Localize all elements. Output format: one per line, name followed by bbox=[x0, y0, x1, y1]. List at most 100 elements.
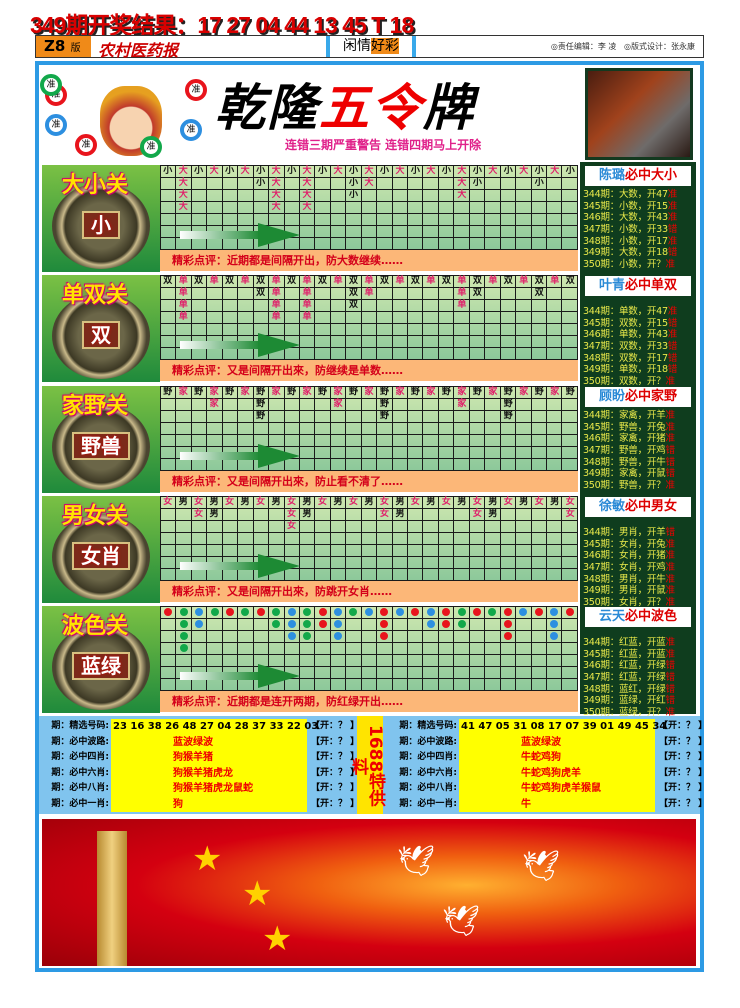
celebration-banner-image: ★ ★ ★ 🕊 🕊 🕊 bbox=[42, 819, 696, 966]
grid-cell bbox=[159, 654, 177, 667]
section-badge: 女肖 男女关 bbox=[42, 496, 160, 603]
prediction-text: 349期：蓝绿，开红 bbox=[583, 695, 666, 707]
section-title: 单双关 bbox=[62, 283, 129, 308]
history-column: 女 bbox=[441, 497, 451, 507]
pick-value-cell: 牛 bbox=[459, 796, 655, 812]
grid-cell bbox=[268, 630, 285, 643]
grid-cell bbox=[159, 642, 177, 655]
history-column: 双双 bbox=[534, 276, 544, 298]
prediction-text: 348期：野兽，开牛 bbox=[583, 456, 666, 468]
pick-open-result: 【开：？ 】 bbox=[311, 798, 360, 809]
prediction-row: 349期：家禽，开鼠错 bbox=[580, 468, 696, 480]
grid-cell bbox=[468, 618, 486, 631]
prediction-mark: 准 bbox=[665, 410, 675, 421]
history-column: 大大大 bbox=[457, 166, 467, 200]
prediction-row: 347期：双数，开33错 bbox=[580, 341, 696, 353]
prediction-row: 350期：蓝绿，开？准 bbox=[580, 707, 696, 719]
grid-cell bbox=[298, 666, 316, 679]
title-part-a: 乾隆 bbox=[215, 79, 319, 137]
prediction-row: 345期：小数，开15准 bbox=[580, 201, 696, 213]
section-badge: 双 单双关 bbox=[42, 275, 160, 382]
history-column: 女女 bbox=[472, 497, 482, 519]
pick-value: 狗猴羊猪 bbox=[173, 752, 213, 763]
coin-icon: 蓝绿 bbox=[52, 624, 150, 710]
grid-cell bbox=[530, 606, 547, 619]
history-column: 野 bbox=[472, 387, 482, 397]
predictor-title: 云天必中波色 bbox=[585, 607, 691, 627]
pick-label: 期：必中六肖: bbox=[399, 767, 457, 778]
predictor-block: 云天必中波色 344期：红蓝，开蓝准 345期：红蓝，开蓝准 346期：红蓝，开绿错 3… bbox=[580, 605, 696, 719]
section-comment: 精彩点评：又是间隔开出來，防跳开女肖…… bbox=[160, 581, 578, 602]
dove-icon: 🕊 bbox=[442, 904, 481, 939]
grid-cell bbox=[515, 666, 532, 679]
grid-cell bbox=[515, 654, 532, 667]
grid-cell bbox=[499, 642, 517, 655]
history-column: 女女 bbox=[379, 497, 389, 519]
prediction-mark: 错 bbox=[665, 695, 675, 707]
pick-label: 期：精选号码: bbox=[399, 721, 457, 731]
grid-cell bbox=[499, 630, 517, 643]
grid-cell bbox=[329, 606, 347, 619]
history-column: 男男 bbox=[488, 497, 498, 519]
color-ball-mark bbox=[411, 608, 420, 616]
predictor-title: 叶青必中单双 bbox=[585, 276, 691, 296]
prediction-mark: 准 bbox=[665, 585, 675, 597]
grid-cell bbox=[345, 666, 362, 679]
prediction-row: 349期：男肖，开鼠准 bbox=[580, 585, 696, 597]
grid-cell bbox=[376, 666, 393, 679]
pick-label: 期：必中一肖: bbox=[399, 798, 457, 809]
grid-cell bbox=[206, 642, 223, 655]
history-column: 家 bbox=[488, 387, 498, 397]
prediction-row: 347期：女肖，开鸡准 bbox=[580, 562, 696, 574]
pick-label: 期：必中四肖: bbox=[399, 752, 457, 762]
history-column: 双双双 bbox=[348, 276, 358, 310]
grid-cell bbox=[345, 606, 362, 619]
grid-cell bbox=[298, 678, 316, 691]
grid-cell bbox=[561, 666, 578, 679]
color-ball-mark bbox=[550, 632, 559, 640]
grid-cell bbox=[298, 630, 316, 643]
color-ball-mark bbox=[195, 608, 204, 616]
grid-cell bbox=[468, 654, 486, 667]
grid-cell bbox=[360, 630, 378, 643]
grid-cell bbox=[515, 678, 532, 691]
picks-tables: 1688特供料 期：精选号码: 23 16 38 26 48 27 04 28 3… bbox=[39, 716, 707, 814]
history-column: 大大大大 bbox=[302, 166, 312, 212]
grid-cell bbox=[453, 666, 470, 679]
grid-cell bbox=[515, 606, 532, 619]
prediction-row: 350期：双数，开？准 bbox=[580, 376, 696, 388]
grid-cell bbox=[422, 618, 439, 631]
grid-row bbox=[159, 654, 578, 667]
history-column: 单 bbox=[550, 276, 560, 286]
history-column: 小 bbox=[318, 166, 328, 176]
grid-cell bbox=[268, 642, 285, 655]
history-column: 男 bbox=[550, 497, 560, 507]
grid-cell bbox=[406, 630, 424, 643]
lucky-ball-icon: 准 bbox=[140, 136, 162, 158]
predictor-topic: 必中家野 bbox=[625, 389, 678, 404]
history-column: 野 bbox=[441, 387, 451, 397]
section-comment: 精彩点评：又是间隔开出來，防止看不清了…… bbox=[160, 471, 578, 492]
history-column: 双 bbox=[318, 276, 328, 286]
pick-label: 期：必中一肖: bbox=[51, 798, 109, 809]
history-column: 单单单单 bbox=[271, 276, 281, 322]
prediction-row: 344期：大数，开47准 bbox=[580, 189, 696, 201]
editor-credit: ◎责任编辑：李 凌 bbox=[550, 42, 617, 51]
prediction-mark: 准 bbox=[667, 212, 678, 224]
prediction-text: 349期：家禽，开鼠 bbox=[583, 468, 666, 480]
predictor-topic: 必中男女 bbox=[625, 499, 678, 514]
color-ball-mark bbox=[164, 608, 173, 616]
color-ball-mark bbox=[303, 620, 312, 628]
grid-cell bbox=[159, 618, 177, 631]
arrow-icon bbox=[180, 333, 300, 357]
prediction-mark: 准 bbox=[665, 259, 675, 271]
grid-cell bbox=[437, 654, 455, 667]
prediction-row: 345期：野兽，开兔准 bbox=[580, 422, 696, 434]
grid-cell bbox=[314, 618, 331, 631]
grid-cell bbox=[422, 606, 439, 619]
grid-cell bbox=[545, 654, 563, 667]
warning-text: 连错三期严重警告 连错四期马上开除 bbox=[285, 138, 482, 152]
color-ball-mark bbox=[457, 620, 466, 628]
grid-cell bbox=[545, 237, 563, 250]
color-ball-mark bbox=[225, 608, 234, 616]
